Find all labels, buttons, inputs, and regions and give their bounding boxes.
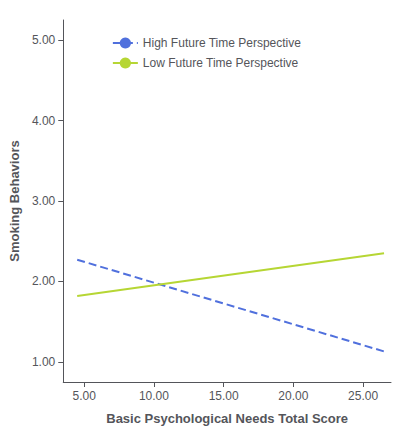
svg-text:5.00: 5.00 bbox=[32, 33, 56, 47]
svg-text:1.00: 1.00 bbox=[32, 355, 56, 369]
svg-text:10.00: 10.00 bbox=[139, 389, 169, 403]
svg-text:4.00: 4.00 bbox=[32, 114, 56, 128]
svg-text:20.00: 20.00 bbox=[278, 389, 308, 403]
svg-text:5.00: 5.00 bbox=[72, 389, 96, 403]
svg-text:3.00: 3.00 bbox=[32, 194, 56, 208]
svg-text:High Future Time Perspective: High Future Time Perspective bbox=[143, 36, 301, 50]
svg-text:Smoking Behaviors: Smoking Behaviors bbox=[7, 140, 22, 261]
svg-text:Basic Psychological Needs Tota: Basic Psychological Needs Total Score bbox=[106, 411, 348, 426]
svg-text:15.00: 15.00 bbox=[209, 389, 239, 403]
svg-text:2.00: 2.00 bbox=[32, 274, 56, 288]
svg-text:25.00: 25.00 bbox=[348, 389, 378, 403]
svg-text:Low Future Time Perspective: Low Future Time Perspective bbox=[143, 56, 299, 70]
